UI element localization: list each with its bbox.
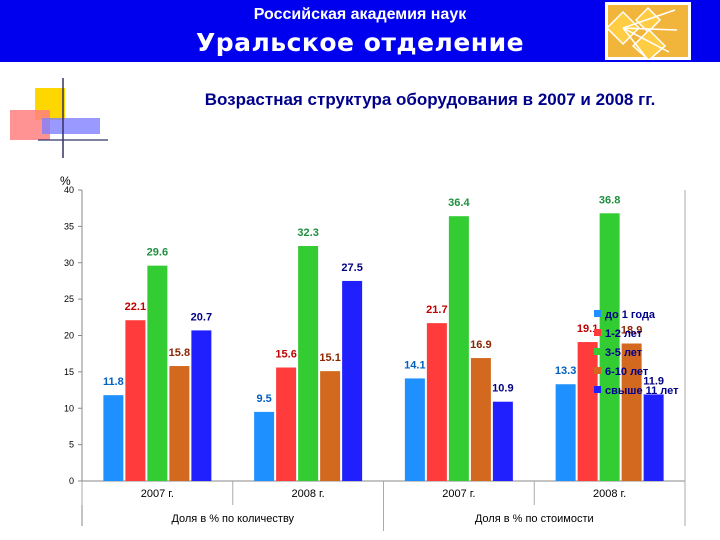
y-unit-label: %	[60, 174, 71, 188]
legend-label: свыше 11 лет	[605, 385, 679, 397]
bar-chart: 0 5 10 15 20 25 30 35 40% 11.8 22.1 29.6 15.8 20.7 9.…	[60, 174, 686, 531]
group-label: Доля в % по стоимости	[475, 513, 594, 525]
bar	[147, 265, 168, 481]
data-label: 22.1	[125, 301, 146, 313]
legend-swatch	[594, 348, 601, 355]
y-tick-label: 20	[64, 331, 74, 341]
legend-label: 1-2 лет	[605, 328, 643, 340]
y-tick-label: 0	[69, 476, 74, 486]
category-label: 2008 г.	[593, 488, 626, 500]
category-label: 2008 г.	[291, 488, 324, 500]
data-label: 36.8	[599, 194, 620, 206]
data-label: 29.6	[147, 247, 168, 259]
y-tick-label: 30	[64, 258, 74, 268]
data-label: 32.3	[297, 227, 318, 239]
bar	[492, 401, 513, 481]
data-label: 14.1	[404, 359, 425, 371]
decorative-squares	[10, 78, 108, 158]
bar	[191, 330, 212, 481]
bar	[254, 411, 275, 481]
category-label: 2007 г.	[141, 488, 174, 500]
bar	[298, 246, 319, 481]
data-label: 21.7	[426, 304, 447, 316]
bar	[448, 216, 469, 481]
chart-category-labels: 2007 г. 2008 г. 2007 г. 2008 г. Доля в % по …	[81, 481, 686, 531]
y-tick-label: 10	[64, 403, 74, 413]
data-label: 15.1	[319, 352, 340, 364]
bar	[103, 395, 124, 481]
data-label: 20.7	[191, 311, 212, 323]
chart-axes: 0 5 10 15 20 25 30 35 40%	[60, 174, 686, 526]
y-tick-label: 15	[64, 367, 74, 377]
bar	[426, 323, 447, 481]
chart-bars	[103, 213, 664, 481]
data-label: 19.1	[577, 323, 598, 335]
legend-swatch	[594, 367, 601, 374]
data-label: 15.6	[275, 349, 296, 361]
data-label: 36.4	[448, 197, 470, 209]
bar	[621, 343, 642, 481]
organization-name: Российская академия наук	[253, 6, 467, 23]
chart-data-labels: 11.8 22.1 29.6 15.8 20.7 9.5 15.6 32.3 15.1 27.5 1…	[103, 194, 664, 405]
y-tick-label: 35	[64, 221, 74, 231]
legend-label: 3-5 лет	[605, 347, 643, 359]
data-label: 18.9	[621, 325, 642, 337]
data-label: 11.9	[643, 375, 664, 387]
data-label: 15.8	[169, 347, 190, 359]
data-label: 11.8	[103, 376, 124, 388]
bar	[577, 342, 598, 481]
legend-swatch	[594, 386, 601, 393]
y-tick-label: 40	[64, 185, 74, 195]
data-label: 10.9	[492, 383, 513, 395]
bar	[276, 367, 297, 481]
bar	[404, 378, 425, 481]
y-tick-label: 25	[64, 294, 74, 304]
bar	[470, 358, 491, 481]
academy-logo	[605, 2, 691, 60]
legend-swatch	[594, 310, 601, 317]
department-name: Уральское отделение	[195, 28, 525, 57]
y-tick-label: 5	[69, 440, 74, 450]
bar	[320, 371, 341, 481]
bar	[599, 213, 620, 481]
bar	[643, 394, 664, 481]
legend-label: 6-10 лет	[605, 366, 649, 378]
bar	[342, 280, 363, 481]
data-label: 9.5	[256, 393, 271, 405]
legend-label: до 1 года	[605, 309, 656, 321]
slide-title: Возрастная структура оборудования в 2007…	[204, 90, 656, 109]
category-label: 2007 г.	[442, 488, 475, 500]
bar	[555, 384, 576, 481]
bar	[125, 320, 146, 481]
legend-swatch	[594, 329, 601, 336]
data-label: 13.3	[555, 365, 576, 377]
chart-legend: до 1 года 1-2 лет 3-5 лет 6-10 лет свыше 11 …	[594, 309, 679, 397]
data-label: 27.5	[341, 262, 362, 274]
data-label: 16.9	[470, 339, 491, 351]
bar	[169, 366, 190, 481]
header-bar: Российская академия наук Уральское отдел…	[0, 0, 720, 62]
group-label: Доля в % по количеству	[171, 513, 294, 525]
